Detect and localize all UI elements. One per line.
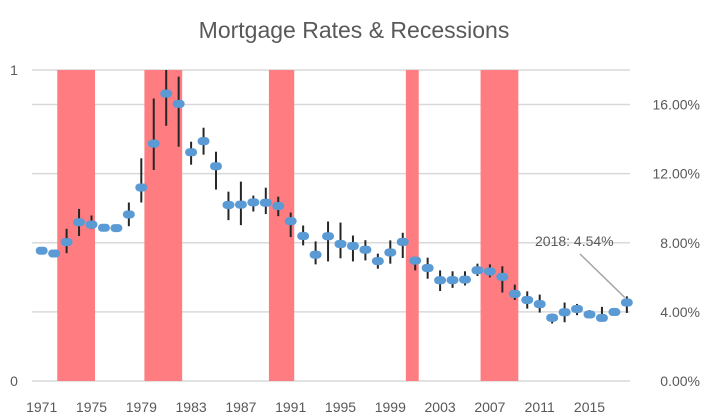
data-point [371,257,384,266]
x-tick-label: 1971 [26,399,57,415]
x-tick-label: 1979 [126,399,157,415]
x-tick-label: 2011 [525,399,555,415]
right-tick-label: 8.00% [660,235,700,251]
data-point [247,198,260,207]
data-point [583,310,596,319]
right-tick-label: 4.00% [660,304,700,320]
x-tick-label: 2007 [474,399,505,415]
x-tick-label: 1987 [225,399,256,415]
data-point [85,220,98,229]
data-point [459,275,471,284]
recession-band [281,70,295,381]
data-point [508,289,521,298]
data-point [259,198,272,207]
range-bars [40,70,628,324]
data-point [197,137,210,146]
axes: 0 1 0.00% 4.00% 8.00% 12.00% 16.00% 1971 1975 1… [10,62,700,415]
annotation-leader-line [579,253,626,299]
data-point [147,139,160,148]
data-point [60,238,73,247]
data-point [384,248,397,257]
left-tick-0: 0 [10,373,18,389]
data-point [533,300,546,309]
annotation-label: 2018: 4.54% [535,233,614,249]
data-point [334,239,347,248]
recession-band [268,70,282,381]
data-point [297,232,310,241]
data-point [620,298,633,307]
data-point [160,89,173,98]
data-point [608,308,621,317]
data-point [272,201,285,210]
data-point [185,148,198,157]
data-point [48,249,61,258]
data-point [309,250,322,259]
x-tick-label: 1999 [375,399,406,415]
annotation: 2018: 4.54% [535,233,626,299]
right-tick-label: 12.00% [653,166,700,182]
data-point [558,308,571,317]
average-markers [35,89,633,322]
data-point [97,223,110,232]
data-point [446,276,459,285]
recession-band [144,70,158,381]
data-point [210,162,222,171]
left-tick-1: 1 [10,62,18,78]
gridlines [32,69,630,382]
data-point [521,295,534,304]
recession-band [505,70,519,381]
recession-band [169,70,183,381]
data-point [359,245,372,254]
recession-band [493,70,506,381]
right-tick-label: 16.00% [653,97,700,113]
data-point [234,200,247,209]
data-point [571,304,584,313]
x-tick-label: 1991 [275,399,306,415]
data-point [434,276,447,285]
data-point [546,313,559,322]
x-tick-label: 2003 [425,399,456,415]
data-point [496,272,509,281]
x-tick-label: 2015 [574,399,605,415]
data-point [122,210,135,219]
data-point [346,242,359,251]
data-point [471,266,484,275]
data-point [73,218,86,227]
data-point [421,264,434,273]
data-point [35,246,48,255]
x-tick-label: 1983 [176,399,207,415]
recession-band [156,70,170,381]
data-point [409,256,422,265]
data-point [396,237,409,246]
data-point [322,232,335,241]
data-point [284,217,297,226]
data-point [172,99,185,108]
data-point [110,224,123,233]
recession-band [57,70,71,381]
data-point [135,183,148,192]
data-point [483,267,496,276]
data-point [595,313,608,322]
x-tick-label: 1995 [325,399,356,415]
x-tick-label: 1975 [76,399,107,415]
chart-title: Mortgage Rates & Recessions [199,17,510,43]
recession-bands [57,70,519,381]
recession-band [480,70,494,381]
data-point [222,200,235,209]
recession-band [405,70,419,381]
right-tick-label: 0.00% [660,373,700,389]
